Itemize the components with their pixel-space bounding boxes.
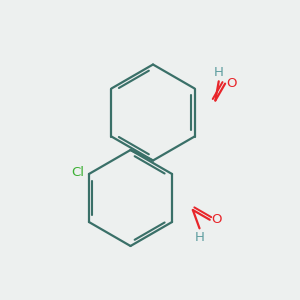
Text: Cl: Cl xyxy=(71,166,84,179)
Text: H: H xyxy=(214,66,224,79)
Text: O: O xyxy=(226,77,237,90)
Text: O: O xyxy=(211,213,222,226)
Text: H: H xyxy=(195,231,205,244)
